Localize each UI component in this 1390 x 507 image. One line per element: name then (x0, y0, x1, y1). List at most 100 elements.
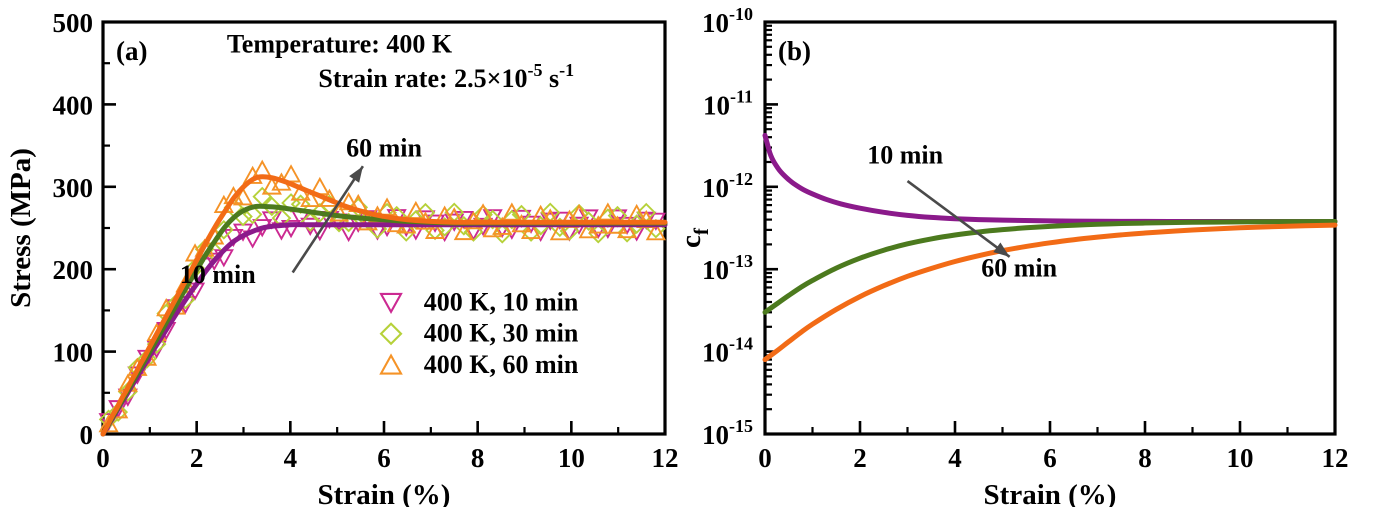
x-tick-label: 4 (948, 443, 962, 473)
y-tick-exponent: -14 (729, 334, 753, 354)
x-tick-label: 0 (96, 443, 110, 473)
y-axis-title-base: c (675, 235, 707, 248)
panel-a-label: (a) (116, 36, 147, 66)
annotation-temperature: Temperature: 400 K (227, 29, 453, 58)
series-line (762, 132, 1338, 225)
data-marker (492, 223, 513, 244)
y-tick-label: 100 (53, 338, 94, 368)
y-tick-label: 10-11 (703, 86, 753, 120)
annotation-60min: 60 min (346, 133, 422, 162)
y-tick-exponent: -15 (729, 416, 753, 436)
panel-a: 0 2 4 6 8 10 12 0 100 200 300 400 500 Strain (%) Stres… (5, 8, 679, 507)
y-tick-label: 200 (53, 255, 94, 285)
data-marker (616, 219, 638, 239)
y-tick-label: 10-15 (702, 416, 753, 450)
x-axis-title: Strain (%) (318, 479, 451, 507)
data-marker (597, 202, 618, 221)
strain-rate-exponent: -5 (527, 60, 542, 80)
data-marker (261, 176, 282, 195)
arrow-shaft (906, 179, 1011, 258)
data-marker (204, 252, 225, 271)
y-tick-exponent: -13 (729, 251, 753, 271)
annotation-strain-rate: Strain rate: 2.5×10-5 s-1 (318, 60, 574, 93)
panel-b-label: (b) (778, 36, 811, 66)
x-tick-label: 6 (377, 443, 391, 473)
data-marker (453, 221, 474, 241)
panel-b: 0 2 4 6 8 10 1210-1510-1410-1310-1210-1110-10S… (675, 4, 1349, 507)
x-tick-label: 10 (1227, 443, 1254, 473)
series-line (762, 222, 1338, 363)
annotation-10min: 10 min (180, 260, 256, 289)
legend-marker (379, 292, 403, 315)
x-tick-label: 8 (471, 443, 485, 473)
y-tick-exponent: -11 (730, 86, 753, 106)
strain-rate-unit-exponent: -1 (559, 60, 574, 80)
y-tick-exponent: -10 (729, 4, 753, 24)
y-tick-mantissa: 10 (702, 255, 729, 285)
data-marker (300, 212, 321, 232)
x-tick-label: 2 (190, 443, 204, 473)
y-tick-mantissa: 10 (702, 173, 729, 203)
data-marker (213, 219, 234, 240)
data-marker (300, 188, 321, 208)
data-marker (108, 402, 129, 422)
x-tick-label: 6 (1043, 443, 1057, 473)
legend-marker (379, 322, 403, 346)
series-line (762, 219, 1338, 315)
strain-rate-unit: s (542, 64, 559, 93)
data-marker (98, 414, 119, 433)
y-tick-label: 10-12 (702, 169, 753, 203)
y-tick-label: 300 (53, 173, 94, 203)
strain-rate-base: Strain rate: 2.5×10 (318, 64, 527, 93)
arrow-head (993, 242, 1010, 257)
data-marker (645, 222, 666, 241)
x-tick-label: 4 (284, 443, 298, 473)
x-tick-label: 10 (558, 443, 585, 473)
y-axis-title: cf (675, 227, 713, 248)
annotation-10min: 10 min (867, 141, 943, 170)
data-marker (137, 348, 157, 369)
data-marker (578, 220, 599, 239)
x-tick-label: 2 (853, 443, 867, 473)
y-axis-title-subscript: f (689, 227, 713, 235)
y-tick-mantissa: 10 (702, 420, 729, 450)
series-line (100, 203, 668, 437)
legend-label: 400 K, 10 min (424, 287, 579, 316)
y-tick-exponent: -12 (729, 169, 753, 189)
data-marker (117, 382, 138, 402)
data-marker (549, 222, 570, 241)
data-marker (261, 196, 282, 217)
data-marker (520, 220, 542, 239)
y-axis-title: Stress (MPa) (5, 148, 37, 308)
y-tick-label: 10-14 (702, 334, 753, 368)
y-tick-label: 10-13 (702, 251, 753, 285)
y-tick-label: 400 (53, 90, 94, 120)
data-marker (502, 209, 522, 230)
data-marker (501, 202, 522, 221)
data-marker (578, 211, 599, 232)
y-tick-mantissa: 10 (702, 338, 729, 368)
data-marker (424, 220, 446, 239)
legend-label: 400 K, 30 min (424, 319, 579, 348)
x-tick-label: 12 (1322, 443, 1349, 473)
x-tick-label: 8 (1138, 443, 1152, 473)
trend-arrow-a (291, 165, 365, 274)
y-tick-mantissa: 10 (702, 8, 729, 38)
x-axis-title: Strain (%) (984, 479, 1117, 507)
arrow-head (349, 166, 363, 183)
trend-arrow-b (906, 179, 1011, 258)
y-tick-label: 0 (80, 420, 94, 450)
arrow-shaft (291, 165, 365, 274)
data-marker (482, 209, 503, 230)
data-marker (232, 187, 254, 206)
data-marker (280, 219, 302, 239)
y-tick-mantissa: 10 (703, 90, 730, 120)
x-tick-label: 12 (652, 443, 679, 473)
annotation-60min: 60 min (981, 254, 1057, 283)
y-tick-label: 10-10 (702, 4, 753, 38)
legend-marker (379, 353, 403, 375)
y-tick-label: 500 (53, 8, 94, 38)
